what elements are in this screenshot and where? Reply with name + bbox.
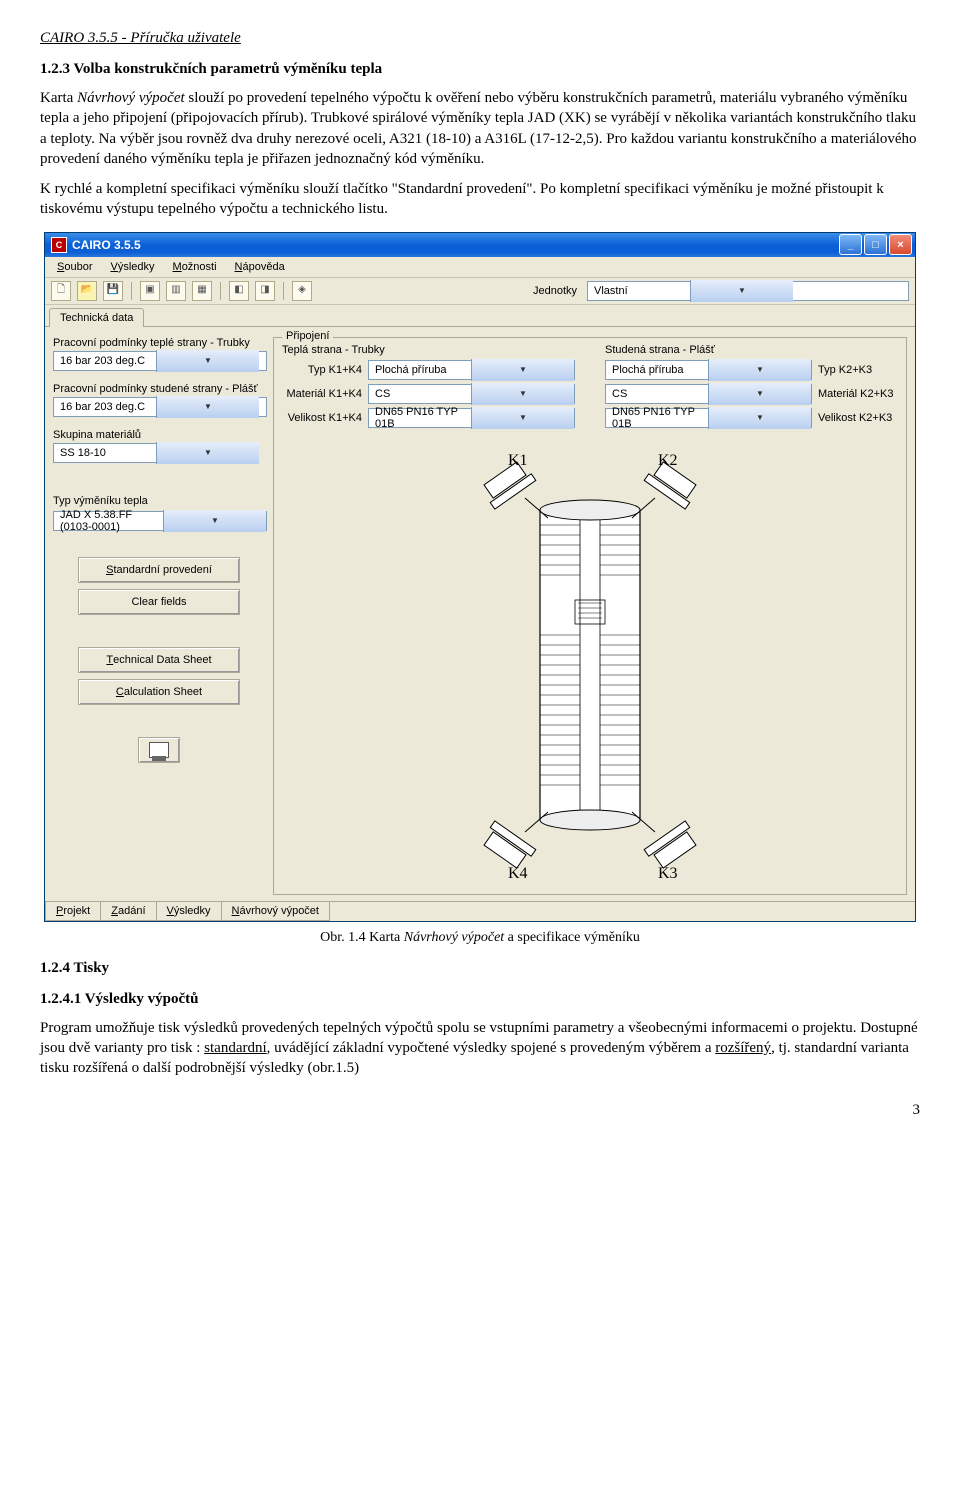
close-button[interactable]: ×: [889, 234, 912, 255]
tool-icon-6[interactable]: ◈: [292, 281, 312, 301]
tab-projekt[interactable]: Projekt: [45, 902, 101, 921]
exchanger-diagram: K1 K2 K3 K4: [420, 450, 760, 880]
section-heading: 1.2.3 Volba konstrukčních parametrů výmě…: [40, 61, 920, 78]
tab-technicka-data[interactable]: Technická data: [49, 308, 144, 327]
bottom-tabstrip: Projekt Zadání Výsledky Návrhový výpočet: [45, 901, 915, 921]
page-number: 3: [40, 1102, 920, 1119]
label-hot-side: Pracovní podmínky teplé strany - Trubky: [53, 337, 265, 349]
tool-icon-1[interactable]: ▣: [140, 281, 160, 301]
col-hot-title: Teplá strana - Trubky: [282, 344, 575, 356]
maximize-button[interactable]: □: [864, 234, 887, 255]
menu-moznosti[interactable]: Možnosti: [165, 259, 225, 275]
titlebar: C CAIRO 3.5.5 _ □ ×: [45, 233, 915, 257]
figure-caption: Obr. 1.4 Karta Návrhový výpočet a specif…: [40, 930, 920, 946]
print-icon: [149, 742, 169, 758]
dd-vel-k1k4[interactable]: DN65 PN16 TYP 01B: [368, 408, 575, 428]
menu-vysledky[interactable]: Výsledky: [102, 259, 162, 275]
menubar: Soubor Výsledky Možnosti Nápověda: [45, 257, 915, 278]
paragraph-2: K rychlé a kompletní specifikaci výměník…: [40, 179, 920, 220]
lbl-mat-k1k4: Materiál K1+K4: [282, 388, 362, 400]
dd-vel-k2k3[interactable]: DN65 PN16 TYP 01B: [605, 408, 812, 428]
print-button[interactable]: [138, 737, 180, 763]
dd-mat-k2k3[interactable]: CS: [605, 384, 812, 404]
app-window: C CAIRO 3.5.5 _ □ × Soubor Výsledky Možn…: [44, 232, 916, 922]
jednotky-dropdown[interactable]: Vlastní: [587, 281, 909, 301]
dd-mat-k1k4[interactable]: CS: [368, 384, 575, 404]
paragraph-3: Program umožňuje tisk výsledků provedený…: [40, 1018, 920, 1079]
right-panel: Připojení Teplá strana - Trubky Typ K1+K…: [273, 337, 907, 895]
lbl-typ-k2k3: Typ K2+K3: [818, 364, 898, 376]
svg-text:K4: K4: [508, 865, 528, 880]
svg-text:K1: K1: [508, 452, 528, 469]
tool-icon-2[interactable]: ▥: [166, 281, 186, 301]
dd-typ-k1k4[interactable]: Plochá příruba: [368, 360, 575, 380]
jednotky-label: Jednotky: [533, 285, 577, 297]
window-title: CAIRO 3.5.5: [72, 238, 141, 252]
new-icon[interactable]: 🗋: [51, 281, 71, 301]
dropdown-cold-side[interactable]: 16 bar 203 deg.C: [53, 397, 267, 417]
tab-navrhovy-vypocet[interactable]: Návrhový výpočet: [221, 902, 330, 921]
menu-napoveda[interactable]: Nápověda: [227, 259, 293, 275]
dd-typ-k2k3[interactable]: Plochá příruba: [605, 360, 812, 380]
tab-vysledky[interactable]: Výsledky: [156, 902, 222, 921]
left-panel: Pracovní podmínky teplé strany - Trubky …: [53, 337, 265, 895]
dropdown-exchanger-type[interactable]: JAD X 5.38.FF (0103-0001): [53, 511, 267, 531]
save-icon[interactable]: 💾: [103, 281, 123, 301]
tool-icon-5[interactable]: ◨: [255, 281, 275, 301]
tool-icon-3[interactable]: ▦: [192, 281, 212, 301]
dropdown-hot-side[interactable]: 16 bar 203 deg.C: [53, 351, 267, 371]
label-material-group: Skupina materiálů: [53, 429, 265, 441]
heading-1241: 1.2.4.1 Výsledky výpočtů: [40, 991, 920, 1008]
svg-text:K2: K2: [658, 452, 678, 469]
standard-design-button[interactable]: Standardní provedení: [78, 557, 240, 583]
tab-zadani[interactable]: Zadání: [100, 902, 156, 921]
lbl-vel-k1k4: Velikost K1+K4: [282, 412, 362, 424]
lbl-vel-k2k3: Velikost K2+K3: [818, 412, 898, 424]
lbl-mat-k2k3: Materiál K2+K3: [818, 388, 898, 400]
minimize-button[interactable]: _: [839, 234, 862, 255]
label-cold-side: Pracovní podmínky studené strany - Plášť: [53, 383, 265, 395]
tabstrip-top: Technická data: [45, 305, 915, 327]
app-icon: C: [51, 237, 67, 253]
toolbar: 🗋 📂 💾 ▣ ▥ ▦ ◧ ◨ ◈ Jednotky Vlastní: [45, 278, 915, 305]
page-header: CAIRO 3.5.5 - Příručka uživatele: [40, 30, 920, 47]
svg-text:K3: K3: [658, 865, 678, 880]
calc-sheet-button[interactable]: Calculation Sheet: [78, 679, 240, 705]
col-cold-title: Studená strana - Plášť: [605, 344, 898, 356]
lbl-typ-k1k4: Typ K1+K4: [282, 364, 362, 376]
tool-icon-4[interactable]: ◧: [229, 281, 249, 301]
right-panel-header: Připojení: [282, 330, 333, 342]
paragraph-1: Karta Návrhový výpočet slouží po provede…: [40, 88, 920, 169]
menu-soubor[interactable]: Soubor: [49, 259, 100, 275]
clear-fields-button[interactable]: Clear fields: [78, 589, 240, 615]
tech-data-sheet-button[interactable]: Technical Data Sheet: [78, 647, 240, 673]
heading-124: 1.2.4 Tisky: [40, 960, 920, 977]
dropdown-material-group[interactable]: SS 18-10: [53, 443, 235, 463]
label-exchanger-type: Typ výměníku tepla: [53, 495, 265, 507]
open-icon[interactable]: 📂: [77, 281, 97, 301]
